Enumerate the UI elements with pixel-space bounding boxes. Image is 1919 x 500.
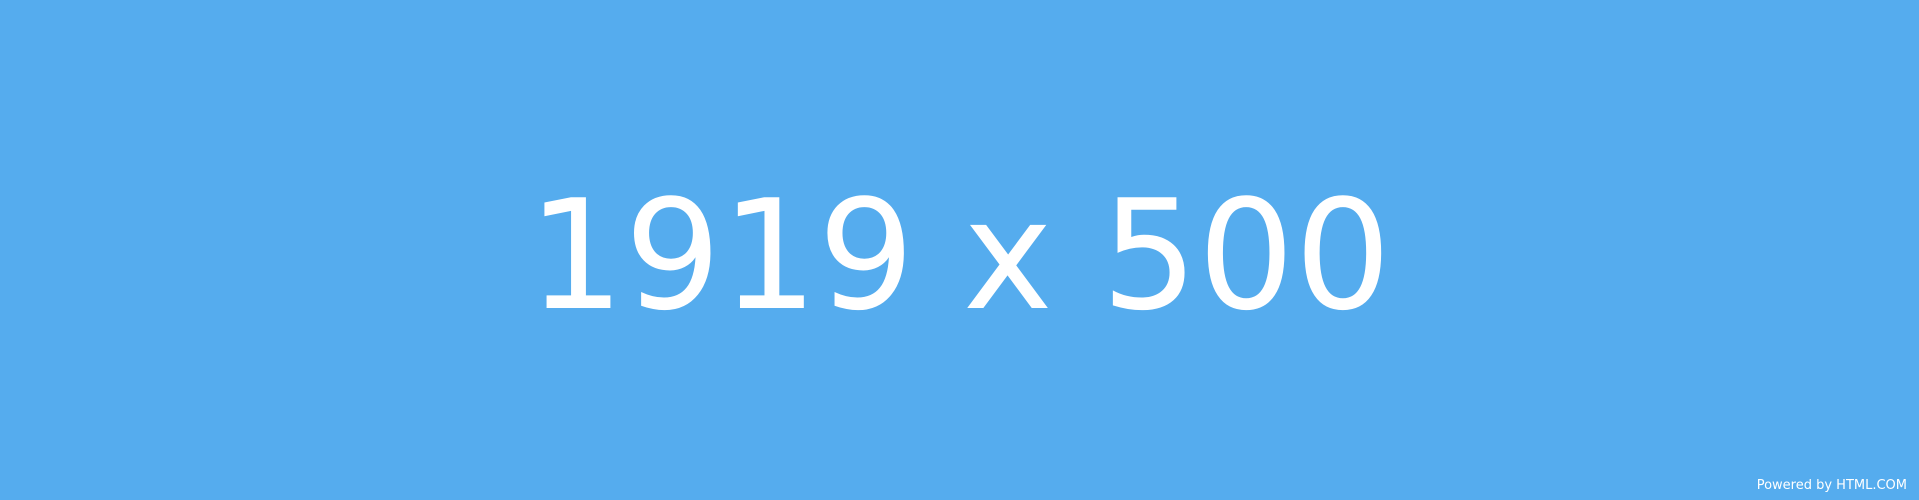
dimensions-label: 1919 x 500: [527, 167, 1392, 344]
powered-by-credit: Powered by HTML.COM: [1756, 478, 1907, 493]
